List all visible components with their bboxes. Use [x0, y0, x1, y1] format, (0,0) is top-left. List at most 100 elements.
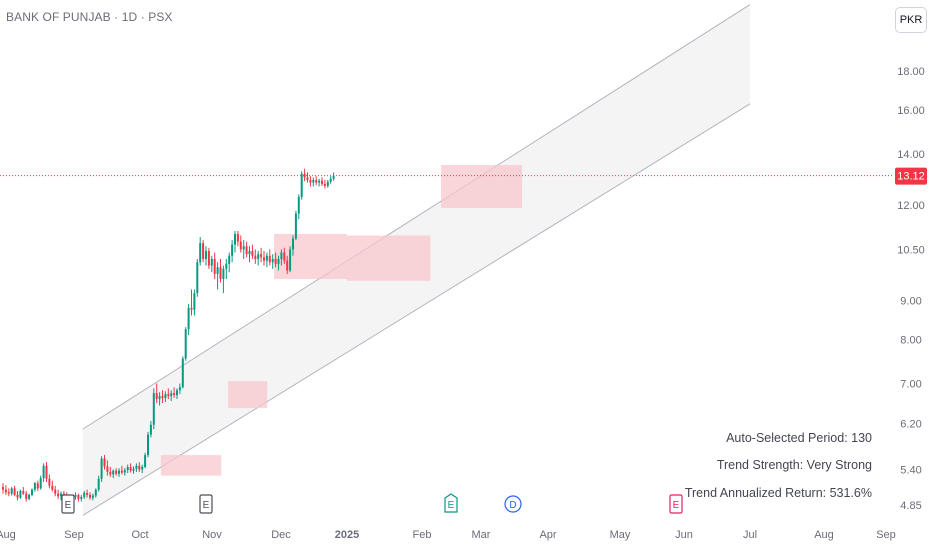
candle[interactable]: [260, 247, 263, 263]
candle[interactable]: [106, 460, 109, 476]
candle[interactable]: [210, 255, 213, 273]
candle[interactable]: [80, 494, 83, 502]
candle[interactable]: [57, 489, 60, 499]
candle[interactable]: [321, 177, 323, 186]
candle[interactable]: [123, 468, 126, 476]
candle[interactable]: [294, 210, 297, 241]
candle[interactable]: [213, 252, 216, 280]
candle[interactable]: [77, 493, 80, 502]
candle[interactable]: [100, 456, 103, 482]
candle[interactable]: [312, 177, 315, 187]
candle[interactable]: [115, 468, 118, 476]
candle[interactable]: [141, 464, 144, 474]
consolidation-box[interactable]: [228, 381, 268, 409]
candle[interactable]: [234, 230, 236, 253]
candle[interactable]: [89, 492, 91, 500]
candle[interactable]: [303, 168, 306, 182]
candle[interactable]: [42, 463, 45, 482]
candle[interactable]: [112, 469, 115, 479]
candle[interactable]: [184, 327, 187, 361]
candle[interactable]: [318, 178, 321, 187]
consolidation-box[interactable]: [440, 164, 523, 208]
candle[interactable]: [292, 235, 294, 256]
candle[interactable]: [268, 249, 271, 266]
candle[interactable]: [28, 493, 31, 501]
consolidation-box[interactable]: [274, 233, 347, 280]
candle[interactable]: [289, 246, 292, 273]
candle[interactable]: [277, 255, 280, 271]
candle[interactable]: [205, 246, 207, 266]
candle[interactable]: [300, 171, 303, 200]
candle[interactable]: [7, 488, 10, 497]
candle[interactable]: [236, 230, 239, 247]
candle[interactable]: [196, 258, 199, 297]
candle[interactable]: [263, 250, 265, 266]
candle[interactable]: [190, 289, 193, 316]
candle[interactable]: [323, 179, 326, 189]
channel-lower-line[interactable]: [82, 103, 751, 516]
candle[interactable]: [149, 421, 152, 438]
candle[interactable]: [239, 235, 242, 253]
candle[interactable]: [126, 464, 129, 474]
candle[interactable]: [187, 304, 190, 336]
candle[interactable]: [207, 247, 210, 269]
candle[interactable]: [251, 244, 254, 259]
candle[interactable]: [45, 462, 48, 482]
candle[interactable]: [332, 172, 335, 181]
candle[interactable]: [164, 391, 167, 403]
candle[interactable]: [297, 194, 300, 220]
candle[interactable]: [132, 466, 135, 474]
candle[interactable]: [176, 388, 178, 400]
earnings-marker[interactable]: E: [199, 494, 213, 514]
candle[interactable]: [39, 475, 42, 490]
candle[interactable]: [86, 489, 89, 498]
candle[interactable]: [228, 252, 231, 273]
candle[interactable]: [74, 492, 77, 500]
candle[interactable]: [13, 485, 16, 497]
currency-button[interactable]: PKR: [895, 7, 927, 33]
candle[interactable]: [222, 265, 225, 294]
candle[interactable]: [2, 483, 4, 494]
candle[interactable]: [22, 487, 25, 495]
candle[interactable]: [271, 254, 274, 269]
candle[interactable]: [283, 247, 286, 264]
candle[interactable]: [225, 258, 228, 280]
candle[interactable]: [10, 487, 13, 496]
candle[interactable]: [33, 481, 36, 492]
candle[interactable]: [91, 493, 94, 501]
dividend-marker[interactable]: D: [504, 495, 522, 513]
candle[interactable]: [120, 465, 123, 475]
candle[interactable]: [257, 250, 260, 266]
candle[interactable]: [242, 240, 245, 259]
candle[interactable]: [138, 462, 141, 472]
candle[interactable]: [97, 475, 100, 492]
candle[interactable]: [4, 485, 7, 495]
candle[interactable]: [280, 249, 283, 266]
candle[interactable]: [199, 237, 202, 266]
candle[interactable]: [248, 246, 251, 263]
candle[interactable]: [158, 392, 161, 406]
candle[interactable]: [265, 252, 268, 268]
candle[interactable]: [286, 255, 289, 274]
candle[interactable]: [51, 480, 54, 492]
channel-upper-line[interactable]: [82, 4, 751, 430]
candle[interactable]: [219, 258, 222, 283]
candle[interactable]: [25, 490, 28, 502]
candle[interactable]: [152, 388, 155, 430]
candle[interactable]: [231, 240, 234, 263]
candle[interactable]: [103, 455, 106, 470]
candle[interactable]: [129, 463, 132, 473]
candle[interactable]: [181, 356, 184, 389]
candle[interactable]: [83, 490, 86, 499]
candle[interactable]: [193, 289, 196, 316]
candle[interactable]: [109, 467, 112, 477]
candle[interactable]: [36, 480, 39, 491]
candle[interactable]: [19, 489, 22, 499]
candle[interactable]: [144, 452, 147, 469]
consolidation-box[interactable]: [160, 455, 222, 476]
candle[interactable]: [161, 390, 164, 404]
candle[interactable]: [245, 241, 248, 258]
candle[interactable]: [54, 485, 57, 497]
candle[interactable]: [309, 176, 312, 187]
earnings-marker[interactable]: E: [444, 493, 458, 513]
